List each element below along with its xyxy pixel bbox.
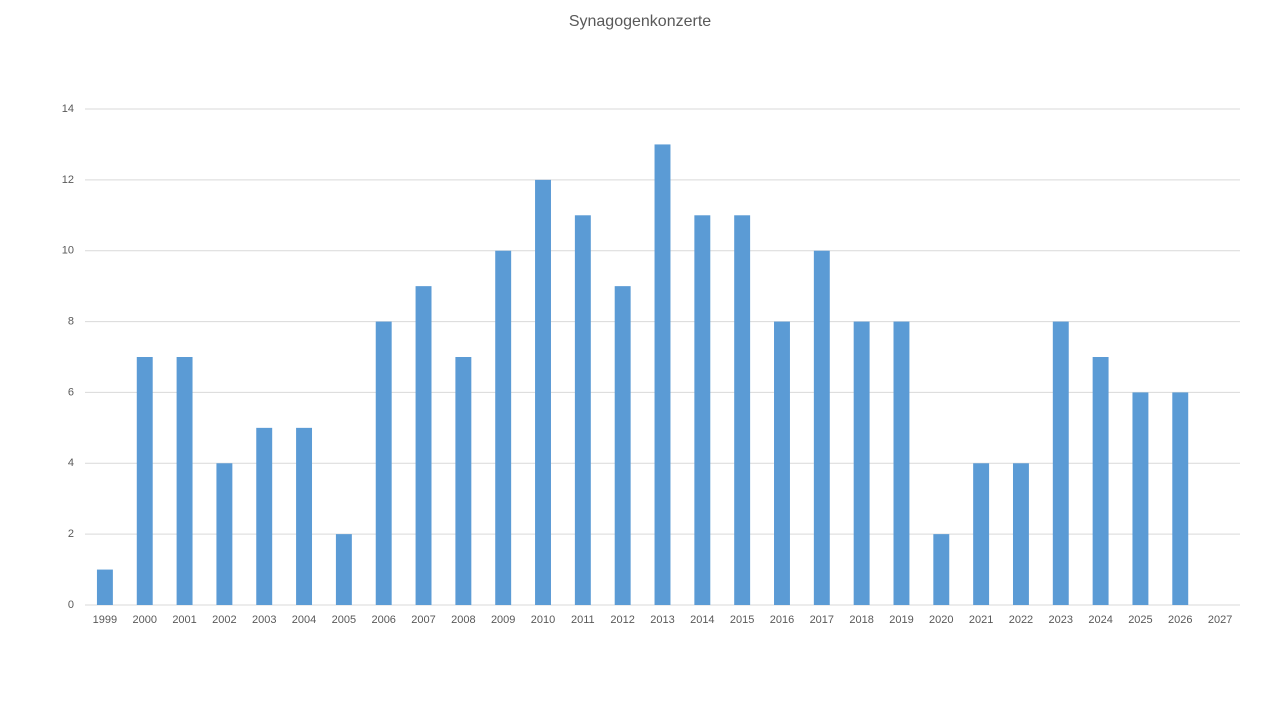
x-tick-label: 2023: [1049, 614, 1073, 626]
x-tick-label: 2017: [810, 614, 834, 626]
bar: [335, 534, 352, 605]
bar: [296, 427, 313, 605]
bar: [734, 215, 751, 606]
x-tick-label: 2009: [491, 614, 515, 626]
y-tick-label: 14: [62, 103, 74, 115]
bar: [375, 321, 392, 605]
bar: [495, 250, 512, 605]
y-tick-label: 10: [62, 245, 74, 257]
x-tick-label: 2027: [1208, 614, 1232, 626]
x-tick-label: 2025: [1128, 614, 1152, 626]
bar: [176, 357, 193, 605]
x-tick-label: 2001: [172, 614, 196, 626]
bar: [813, 250, 830, 605]
bar: [1092, 357, 1109, 605]
x-tick-label: 2002: [212, 614, 236, 626]
bar: [614, 286, 631, 605]
y-tick-label: 6: [68, 386, 74, 398]
bar: [694, 215, 711, 606]
x-tick-label: 2014: [690, 614, 714, 626]
x-tick-label: 2006: [371, 614, 395, 626]
x-tick-label: 2021: [969, 614, 993, 626]
bar: [455, 357, 472, 605]
x-tick-label: 2007: [411, 614, 435, 626]
x-tick-label: 2003: [252, 614, 276, 626]
x-tick-label: 2011: [571, 614, 595, 626]
chart-title: Synagogenkonzerte: [569, 13, 711, 30]
x-tick-label: 1999: [93, 614, 117, 626]
x-tick-label: 2016: [770, 614, 794, 626]
x-tick-label: 2005: [332, 614, 356, 626]
bar: [574, 215, 591, 606]
x-tick-label: 2022: [1009, 614, 1033, 626]
bar: [256, 427, 273, 605]
bar: [893, 321, 910, 605]
y-tick-label: 2: [68, 528, 74, 540]
y-tick-label: 0: [68, 599, 74, 611]
x-tick-label: 2026: [1168, 614, 1192, 626]
bar: [1012, 463, 1029, 605]
x-tick-label: 2024: [1088, 614, 1112, 626]
bar: [415, 286, 432, 605]
x-tick-label: 2012: [610, 614, 634, 626]
bar: [216, 463, 233, 605]
bar: [1052, 321, 1069, 605]
x-tick-label: 2008: [451, 614, 475, 626]
bar: [136, 357, 153, 605]
bar: [973, 463, 990, 605]
y-tick-label: 8: [68, 315, 74, 327]
y-tick-label: 12: [62, 174, 74, 186]
x-tick-label: 2000: [132, 614, 156, 626]
x-tick-label: 2004: [292, 614, 316, 626]
bar: [853, 321, 870, 605]
bar: [96, 569, 113, 605]
bar: [1132, 392, 1149, 605]
bar: [1172, 392, 1189, 605]
bar: [933, 534, 950, 605]
bar: [654, 144, 671, 605]
x-tick-label: 2019: [889, 614, 913, 626]
y-tick-label: 4: [68, 457, 74, 469]
bar: [774, 321, 790, 605]
x-tick-label: 2013: [650, 614, 674, 626]
x-tick-label: 2020: [929, 614, 953, 626]
x-tick-label: 2010: [531, 614, 555, 626]
x-tick-label: 2015: [730, 614, 754, 626]
x-tick-label: 2018: [849, 614, 873, 626]
bar: [535, 179, 551, 605]
